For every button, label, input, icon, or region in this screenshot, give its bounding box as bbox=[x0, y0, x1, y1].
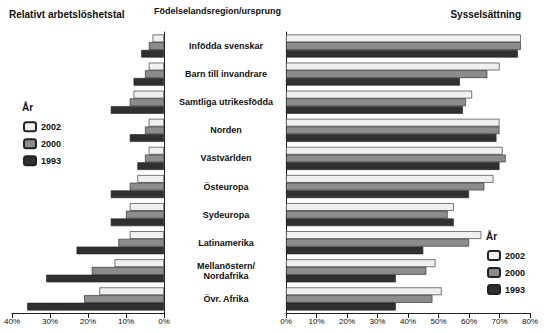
svg-text:40%: 40% bbox=[400, 317, 416, 326]
svg-text:20%: 20% bbox=[339, 317, 355, 326]
svg-text:30%: 30% bbox=[369, 317, 385, 326]
svg-text:60%: 60% bbox=[461, 317, 477, 326]
svg-text:1993: 1993 bbox=[505, 285, 525, 295]
svg-text:0%: 0% bbox=[158, 317, 170, 326]
svg-text:Sydeuropa: Sydeuropa bbox=[203, 210, 251, 220]
svg-text:Barn till invandrare: Barn till invandrare bbox=[185, 69, 267, 79]
svg-text:1993: 1993 bbox=[41, 156, 61, 166]
svg-text:50%: 50% bbox=[430, 317, 446, 326]
svg-text:År: År bbox=[486, 230, 497, 242]
svg-text:Sysselsättning: Sysselsättning bbox=[450, 9, 521, 20]
svg-text:40%: 40% bbox=[4, 317, 20, 326]
svg-text:20%: 20% bbox=[80, 317, 96, 326]
svg-text:Födelselandsregion/ursprung: Födelselandsregion/ursprung bbox=[154, 6, 281, 16]
svg-text:Östeuropa: Östeuropa bbox=[203, 182, 249, 192]
svg-text:Infödda svenskar: Infödda svenskar bbox=[189, 41, 264, 51]
svg-text:Relativt arbetslöshetstal: Relativt arbetslöshetstal bbox=[9, 9, 125, 20]
svg-text:Övr. Afrika: Övr. Afrika bbox=[203, 294, 249, 304]
svg-text:Samtliga utrikesfödda: Samtliga utrikesfödda bbox=[179, 97, 274, 107]
svg-text:0%: 0% bbox=[280, 317, 292, 326]
svg-text:Latinamerika: Latinamerika bbox=[198, 238, 255, 248]
svg-text:Västvärlden: Västvärlden bbox=[200, 153, 251, 163]
svg-text:30%: 30% bbox=[42, 317, 58, 326]
svg-text:10%: 10% bbox=[308, 317, 324, 326]
svg-text:10%: 10% bbox=[118, 317, 134, 326]
svg-text:2002: 2002 bbox=[505, 251, 525, 261]
svg-text:2000: 2000 bbox=[41, 139, 61, 149]
svg-text:Norden: Norden bbox=[210, 125, 242, 135]
svg-text:År: År bbox=[22, 101, 33, 113]
svg-text:80%: 80% bbox=[522, 317, 538, 326]
svg-text:2002: 2002 bbox=[41, 122, 61, 132]
svg-text:70%: 70% bbox=[491, 317, 507, 326]
svg-text:Mellanöstern/: Mellanöstern/ bbox=[197, 261, 256, 271]
svg-text:2000: 2000 bbox=[505, 268, 525, 278]
svg-text:Nordafrika: Nordafrika bbox=[203, 271, 249, 281]
